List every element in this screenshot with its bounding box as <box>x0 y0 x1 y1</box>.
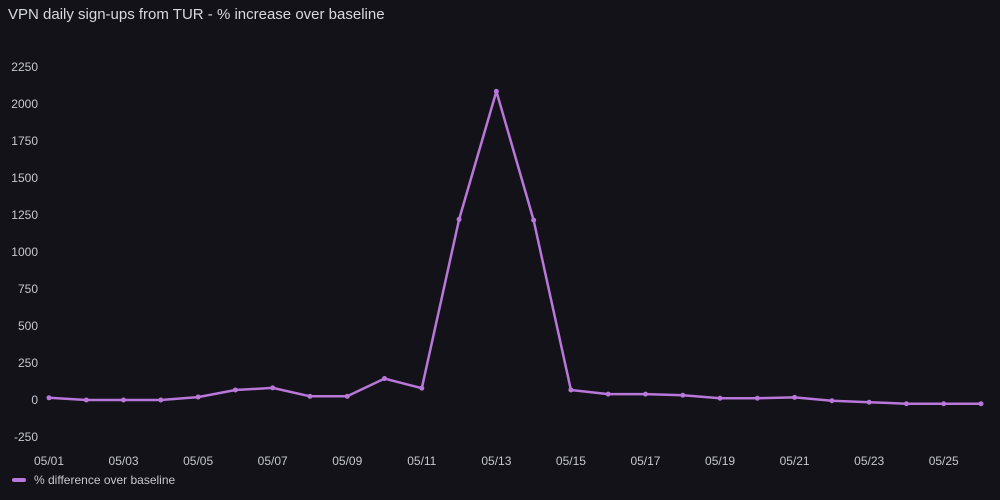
data-point[interactable] <box>680 392 686 398</box>
data-point[interactable] <box>493 88 499 94</box>
data-point[interactable] <box>232 387 238 393</box>
data-point[interactable] <box>121 397 127 403</box>
data-point[interactable] <box>419 385 425 391</box>
x-tick-label: 05/25 <box>929 454 959 468</box>
data-point[interactable] <box>866 399 872 405</box>
legend[interactable]: % difference over baseline <box>12 472 175 488</box>
data-point[interactable] <box>978 401 984 407</box>
data-point[interactable] <box>83 397 89 403</box>
x-tick-label: 05/21 <box>780 454 810 468</box>
data-point[interactable] <box>754 395 760 401</box>
y-tick-label: 0 <box>31 393 38 407</box>
y-tick-label: 1500 <box>11 171 38 185</box>
data-point[interactable] <box>195 394 201 400</box>
x-tick-label: 05/15 <box>556 454 586 468</box>
y-tick-label: 1750 <box>11 134 38 148</box>
x-tick-label: 05/17 <box>630 454 660 468</box>
legend-swatch <box>12 478 26 482</box>
data-point[interactable] <box>717 395 723 401</box>
x-tick-label: 05/03 <box>109 454 139 468</box>
y-tick-label: 2250 <box>11 60 38 74</box>
x-tick-label: 05/19 <box>705 454 735 468</box>
series-layer <box>46 88 984 407</box>
x-tick-label: 05/05 <box>183 454 213 468</box>
data-point[interactable] <box>456 216 462 222</box>
x-tick-label: 05/07 <box>258 454 288 468</box>
y-tick-label: 1000 <box>11 245 38 259</box>
data-point[interactable] <box>568 387 574 393</box>
x-axis-tick-labels: 05/01 05/03 05/05 05/07 05/09 05/11 05/13 05/15… <box>34 454 959 468</box>
data-point[interactable] <box>941 401 947 407</box>
x-tick-label: 05/23 <box>854 454 884 468</box>
data-point[interactable] <box>792 394 798 400</box>
data-point[interactable] <box>903 401 909 407</box>
data-point[interactable] <box>46 395 52 401</box>
y-tick-label: 500 <box>18 319 38 333</box>
y-tick-label: 250 <box>18 356 38 370</box>
chart-title: VPN daily sign-ups from TUR - % increase… <box>8 6 385 23</box>
data-point[interactable] <box>531 217 537 223</box>
data-point[interactable] <box>829 398 835 404</box>
y-tick-label: 1250 <box>11 208 38 222</box>
y-axis-tick-labels: -250 0 250 500 750 1000 1250 1500 1750 2000 2250 <box>11 60 38 444</box>
data-point[interactable] <box>344 393 350 399</box>
data-point[interactable] <box>642 391 648 397</box>
data-point[interactable] <box>382 376 388 382</box>
data-point[interactable] <box>307 393 313 399</box>
data-point[interactable] <box>270 385 276 391</box>
data-point[interactable] <box>605 391 611 397</box>
x-tick-label: 05/01 <box>34 454 64 468</box>
legend-label: % difference over baseline <box>34 473 176 487</box>
y-tick-label: -250 <box>14 430 38 444</box>
x-tick-label: 05/09 <box>332 454 362 468</box>
x-tick-label: 05/13 <box>481 454 511 468</box>
y-tick-label: 750 <box>18 282 38 296</box>
x-tick-label: 05/11 <box>407 454 436 468</box>
series-line[interactable] <box>47 90 983 405</box>
data-point[interactable] <box>158 397 164 403</box>
y-tick-label: 2000 <box>11 97 38 111</box>
